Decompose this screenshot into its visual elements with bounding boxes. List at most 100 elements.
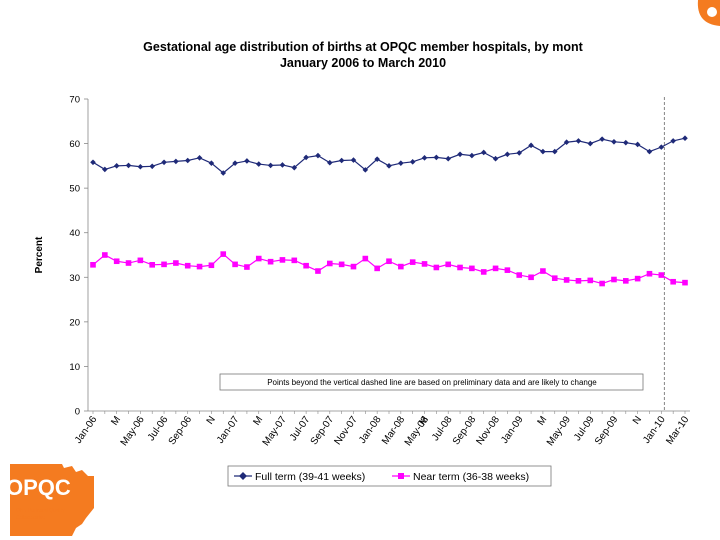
- data-point-near-term: [232, 261, 238, 268]
- x-tick-label: Mar-10: [664, 414, 691, 447]
- data-point-near-term: [315, 268, 321, 274]
- y-tick-label: 0: [75, 407, 80, 418]
- data-point-full-term: [433, 154, 440, 161]
- data-point-full-term: [303, 154, 309, 161]
- data-point-full-term: [267, 162, 274, 169]
- data-point-near-term: [445, 261, 451, 268]
- x-tick-label: Jan-07: [215, 414, 242, 446]
- data-point-full-term: [338, 157, 345, 164]
- data-point-full-term: [386, 163, 392, 169]
- legend-frame: [227, 465, 552, 487]
- corner-decoration: [697, 0, 720, 26]
- x-tick-label: N: [631, 414, 644, 426]
- data-point-full-term: [208, 160, 215, 166]
- data-point-full-term: [113, 163, 120, 169]
- data-point-full-term: [623, 139, 629, 146]
- data-point-full-term: [327, 159, 333, 166]
- data-point-near-term: [634, 275, 641, 282]
- data-point-near-term: [374, 265, 380, 272]
- data-point-full-term: [540, 148, 546, 155]
- data-point-full-term: [587, 140, 594, 147]
- logo-name: OPQC: [6, 475, 71, 500]
- data-point-full-term: [125, 162, 132, 169]
- x-tick-label: N: [205, 414, 218, 426]
- data-point-near-term: [113, 258, 120, 265]
- data-point-near-term: [670, 278, 676, 285]
- series-layer: [90, 135, 688, 287]
- y-axis-title: Percent: [34, 236, 45, 273]
- data-point-full-term: [350, 157, 357, 163]
- data-point-full-term: [682, 135, 688, 142]
- data-point-full-term: [409, 159, 416, 165]
- data-point-full-term: [196, 155, 203, 161]
- y-tick-label: 30: [69, 273, 80, 284]
- data-point-near-term: [587, 277, 594, 284]
- data-point-full-term: [599, 136, 605, 142]
- data-point-full-term: [611, 138, 617, 145]
- x-tick-label: Nov-07: [332, 414, 360, 447]
- data-point-near-term: [398, 263, 404, 270]
- data-point-near-term: [161, 261, 167, 268]
- data-point-full-term: [362, 167, 369, 173]
- data-point-full-term: [398, 160, 404, 166]
- data-point-near-term: [255, 255, 262, 262]
- data-point-near-term: [480, 269, 487, 275]
- data-point-near-term: [291, 257, 298, 264]
- x-tick-label: Sep-07: [309, 414, 337, 447]
- data-point-full-term: [220, 170, 227, 176]
- data-point-near-term: [457, 264, 463, 271]
- data-point-near-term: [504, 267, 511, 273]
- data-point-near-term: [492, 265, 499, 272]
- data-point-full-term: [504, 151, 511, 158]
- x-tick-label: Nov-08: [475, 414, 503, 447]
- annotation-box: Points beyond the vertical dashed line a…: [219, 373, 644, 391]
- data-point-near-term: [149, 262, 155, 268]
- data-point-near-term: [196, 263, 203, 270]
- data-point-full-term: [563, 139, 570, 146]
- data-point-near-term: [409, 259, 416, 265]
- data-point-near-term: [350, 263, 357, 270]
- data-point-full-term: [551, 148, 558, 155]
- annotation-text: Points beyond the vertical dashed line a…: [267, 378, 597, 387]
- ohio-shape-icon: [10, 464, 94, 536]
- data-point-near-term: [338, 261, 345, 268]
- data-point-full-term: [670, 138, 676, 144]
- data-point-full-term: [102, 166, 108, 173]
- data-point-near-term: [327, 260, 333, 267]
- y-tick-label: 20: [69, 317, 80, 328]
- data-point-full-term: [279, 162, 286, 168]
- data-point-near-term: [184, 262, 191, 269]
- data-point-near-term: [386, 258, 392, 265]
- data-point-full-term: [516, 150, 523, 156]
- x-tick-label: May-08: [403, 414, 431, 448]
- data-point-near-term: [540, 268, 546, 274]
- data-point-full-term: [184, 157, 191, 164]
- data-point-full-term: [374, 156, 380, 162]
- opqc-logo: OPQC Ohio Perinatal Quality Collaborativ…: [6, 464, 94, 536]
- data-point-near-term: [362, 255, 369, 262]
- data-point-full-term: [149, 163, 155, 170]
- data-point-full-term: [658, 144, 665, 150]
- data-point-near-term: [623, 278, 629, 284]
- data-point-full-term: [421, 155, 428, 161]
- logo-subtitle-2: Collaborative: [16, 515, 45, 521]
- x-tick-label: M: [251, 414, 265, 427]
- data-point-near-term: [220, 251, 227, 257]
- data-point-full-term: [161, 159, 167, 166]
- data-point-full-term: [232, 160, 238, 166]
- y-tick-label: 10: [69, 362, 80, 373]
- data-point-full-term: [255, 161, 262, 167]
- y-tick-label: 60: [69, 139, 80, 150]
- data-point-near-term: [682, 279, 688, 286]
- data-point-full-term: [445, 155, 451, 162]
- data-point-near-term: [279, 257, 286, 263]
- x-tick-label: M: [536, 414, 550, 427]
- x-tick-label: Jan-06: [73, 414, 100, 446]
- data-point-full-term: [469, 152, 475, 159]
- data-point-near-term: [551, 275, 558, 281]
- data-point-full-term: [492, 155, 499, 162]
- data-point-full-term: [137, 163, 144, 170]
- legend-full-term-marker: [239, 472, 247, 480]
- x-tick-label: Jan-09: [499, 414, 526, 446]
